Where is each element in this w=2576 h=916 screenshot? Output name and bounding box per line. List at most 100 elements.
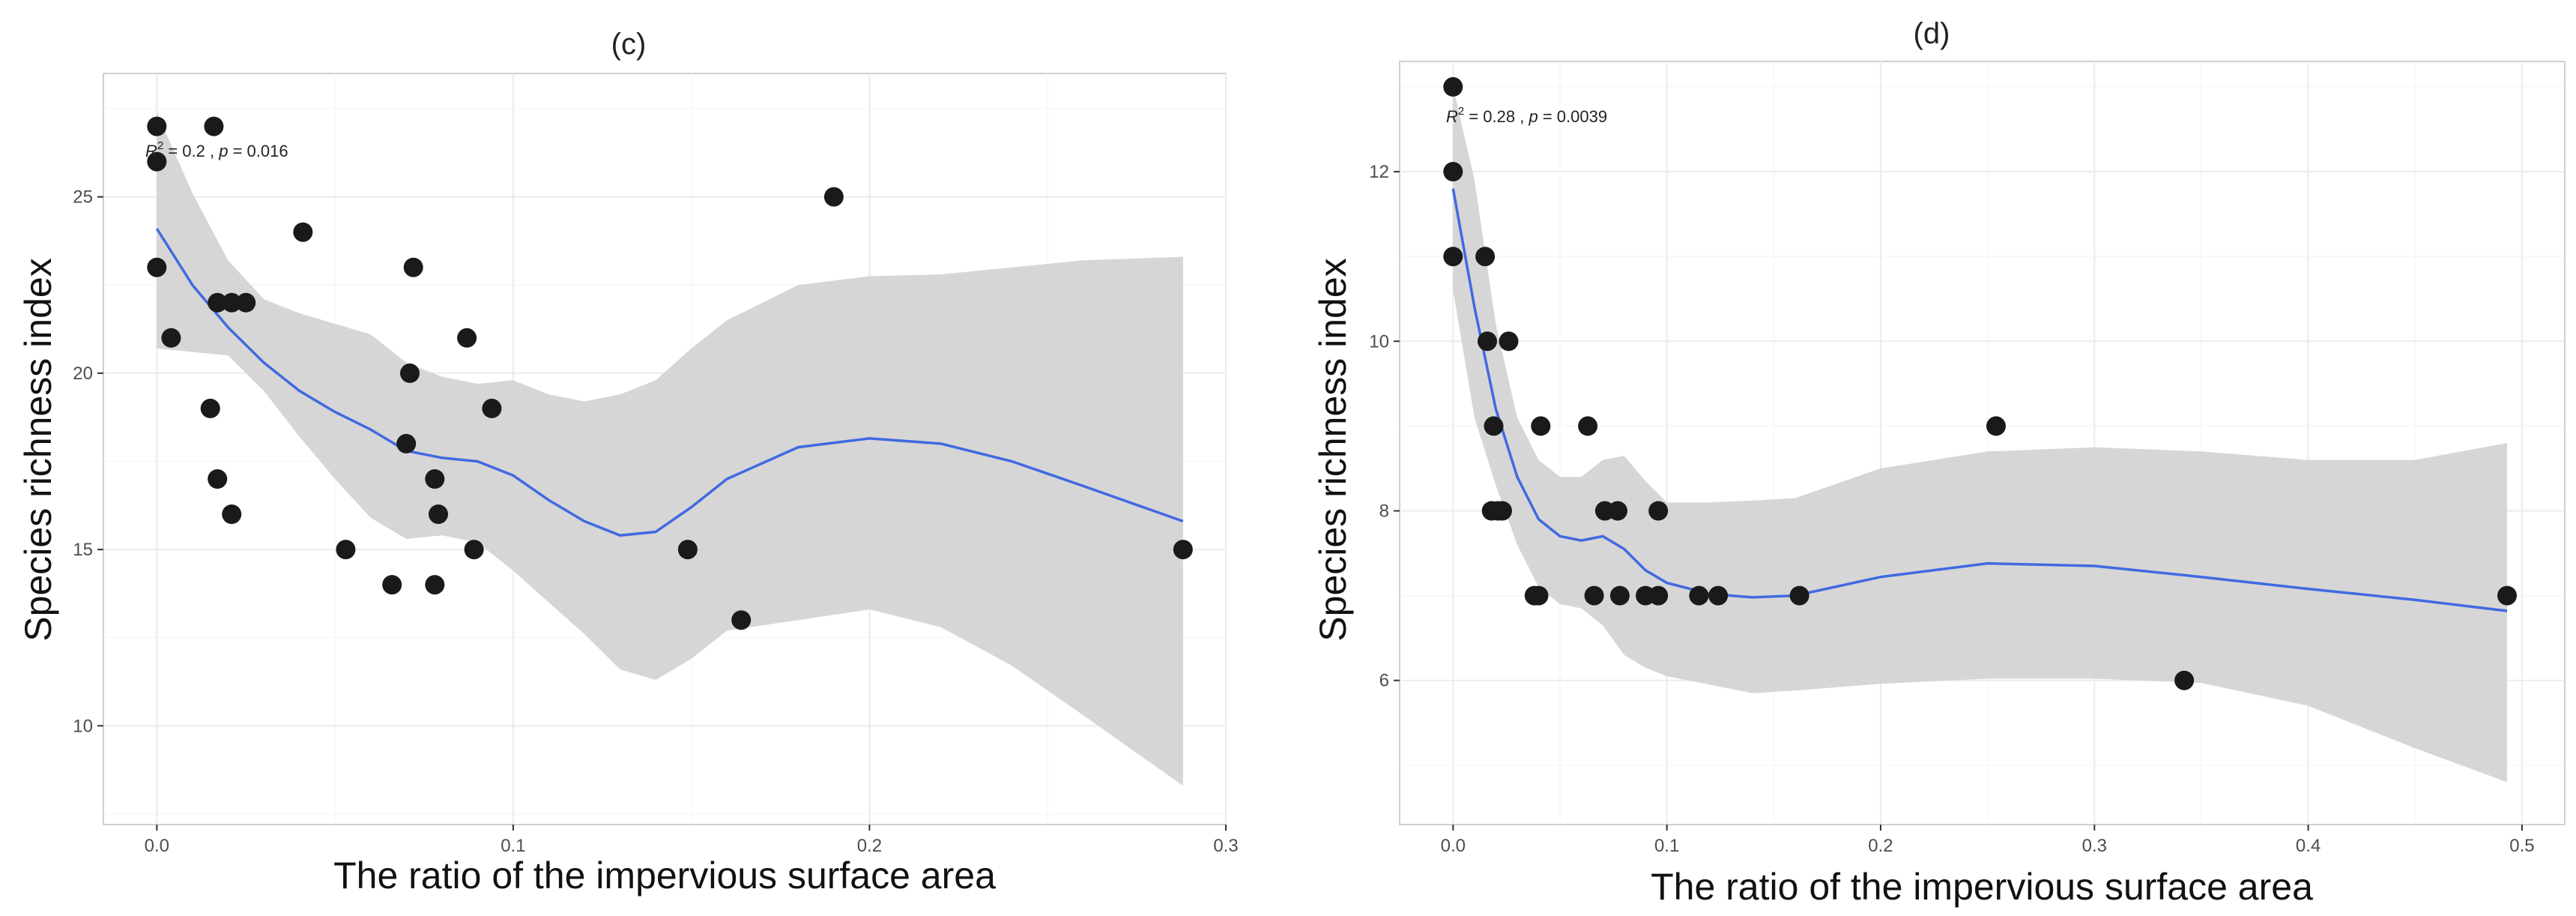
data-point (400, 363, 420, 383)
panel-c-title: (c) (611, 28, 647, 61)
x-tick-label: 0.0 (1441, 836, 1466, 856)
data-point (1608, 501, 1627, 521)
data-point (147, 257, 167, 277)
data-point (382, 575, 402, 595)
panel-d: (d) 0.0 0.1 0.2 0.3 0.4 0.5 6 8 10 12 R2 = 0.28 … (1312, 17, 2566, 908)
data-point (1173, 540, 1193, 560)
data-point (336, 540, 356, 560)
panel-c-p-label: p (218, 142, 228, 160)
data-point (482, 398, 502, 418)
y-tick-label: 12 (1369, 162, 1389, 182)
data-point (1708, 585, 1729, 606)
data-point (464, 540, 484, 560)
data-point (293, 222, 313, 242)
panel-c-points (147, 116, 1193, 630)
data-point (1478, 331, 1497, 352)
data-point (208, 292, 228, 313)
data-point (677, 540, 698, 560)
x-tick-label: 0.5 (2509, 836, 2534, 856)
data-point (1475, 247, 1496, 267)
panel-c-x-ticks: 0.0 0.1 0.2 0.3 (145, 825, 1239, 856)
panel-c: (c) 0.0 0.1 0.2 0.3 10 15 20 25 R2 = 0.2 , p =… (17, 28, 1239, 897)
panel-d-points (1443, 76, 2517, 690)
panel-d-stat-annotation: R2 = 0.28 , p = 0.0039 (1446, 105, 1607, 126)
panel-c-p-value: = 0.016 (228, 142, 288, 160)
data-point (147, 116, 167, 136)
data-point (236, 292, 256, 313)
data-point (1689, 585, 1709, 606)
panel-d-p-label: p (1528, 107, 1538, 126)
data-point (403, 257, 423, 277)
x-tick-label: 0.3 (1213, 836, 1238, 856)
panel-c-stat-annotation: R2 = 0.2 , p = 0.016 (145, 139, 288, 160)
y-tick-label: 20 (73, 364, 93, 384)
loess-smooth-line (155, 228, 1184, 537)
panel-d-p-value: = 0.0039 (1538, 107, 1607, 126)
data-point (429, 504, 448, 524)
confidence-band-area (157, 112, 1183, 786)
data-point (1986, 416, 2006, 436)
panel-d-r2-label: R (1446, 107, 1458, 126)
data-point (2174, 670, 2195, 690)
data-point (2497, 585, 2517, 606)
data-point (1443, 247, 1463, 267)
y-tick-label: 8 (1379, 501, 1389, 521)
data-point (1529, 585, 1549, 606)
data-point (1499, 331, 1519, 352)
loess-smooth-line (1451, 188, 2508, 612)
panel-d-x-ticks: 0.0 0.1 0.2 0.3 0.4 0.5 (1441, 825, 2535, 856)
y-tick-label: 6 (1379, 671, 1389, 691)
x-tick-label: 0.0 (145, 836, 169, 856)
panel-d-smooth-line (1451, 188, 2508, 612)
panel-c-y-axis-title: Species richness index (17, 258, 59, 641)
panel-d-r2-value: = 0.28 , (1464, 107, 1529, 126)
data-point (1531, 416, 1551, 436)
data-point (147, 151, 167, 172)
x-tick-label: 0.2 (857, 836, 882, 856)
panel-c-x-axis-title: The ratio of the impervious surface area (333, 855, 996, 897)
panel-d-y-axis-title: Species richness index (1312, 258, 1354, 641)
data-point (1609, 585, 1630, 606)
x-tick-label: 0.1 (1654, 836, 1679, 856)
panel-d-title: (d) (1914, 17, 1950, 50)
panel-c-r2-value: = 0.2 , (163, 142, 219, 160)
data-point (222, 504, 242, 524)
x-tick-label: 0.3 (2082, 836, 2107, 856)
panel-c-r2-label: R (145, 142, 157, 160)
x-tick-label: 0.2 (1868, 836, 1893, 856)
panel-d-y-ticks: 6 8 10 12 (1369, 162, 1400, 691)
x-tick-label: 0.4 (2296, 836, 2320, 856)
panel-c-r2-sup: 2 (157, 139, 163, 152)
data-point (1789, 585, 1809, 606)
data-point (1648, 585, 1669, 606)
panel-d-x-axis-title: The ratio of the impervious surface area (1651, 866, 2313, 908)
y-tick-label: 10 (1369, 331, 1389, 352)
data-point (208, 469, 228, 489)
panel-c-smooth-line (155, 228, 1184, 537)
panel-d-r2-sup: 2 (1458, 105, 1464, 118)
x-tick-label: 0.1 (501, 836, 525, 856)
data-point (1443, 162, 1463, 181)
data-point (1648, 501, 1669, 521)
data-point (457, 328, 477, 348)
y-tick-label: 25 (73, 187, 93, 208)
confidence-band-area (1453, 86, 2507, 783)
data-point (823, 187, 844, 207)
data-point (1484, 416, 1504, 436)
y-tick-label: 10 (73, 716, 93, 736)
data-point (1584, 585, 1604, 606)
data-point (1493, 501, 1512, 521)
data-point (161, 328, 181, 348)
data-point (222, 292, 242, 313)
data-point (1578, 416, 1598, 436)
panel-c-y-ticks: 10 15 20 25 (73, 187, 103, 736)
data-point (425, 575, 445, 595)
data-point (204, 116, 224, 136)
panel-d-confidence-band (1453, 86, 2507, 783)
data-point (425, 469, 445, 489)
data-point (200, 398, 220, 418)
y-tick-label: 15 (73, 540, 93, 560)
panel-c-confidence-band (157, 112, 1183, 786)
data-point (396, 433, 417, 454)
